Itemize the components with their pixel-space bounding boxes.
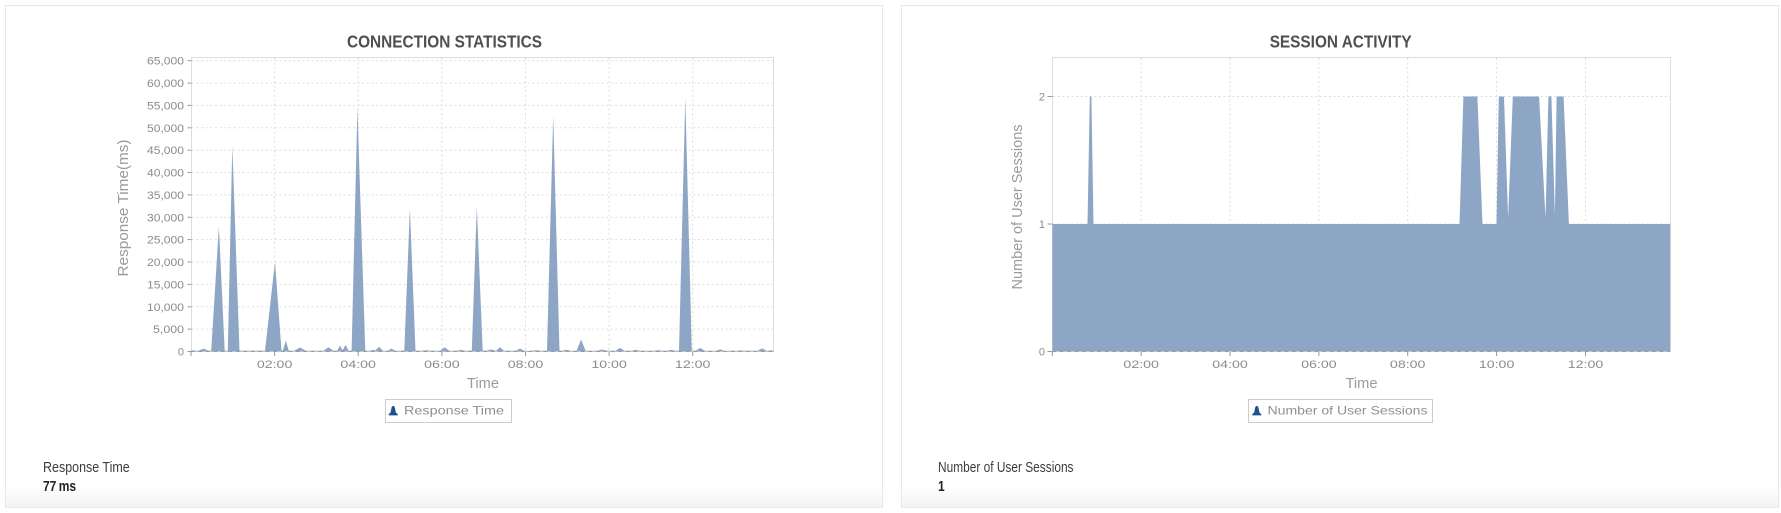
svg-text:04:00: 04:00	[1212, 359, 1248, 371]
svg-text:Number of User Sessions: Number of User Sessions	[1268, 404, 1428, 418]
svg-text:Response Time: Response Time	[404, 404, 504, 418]
svg-text:08:00: 08:00	[1390, 359, 1426, 371]
svg-text:5,000: 5,000	[153, 324, 184, 336]
svg-text:02:00: 02:00	[257, 359, 293, 371]
svg-text:12:00: 12:00	[1568, 359, 1604, 371]
svg-text:55,000: 55,000	[147, 100, 184, 112]
svg-text:45,000: 45,000	[147, 145, 184, 157]
svg-text:25,000: 25,000	[147, 235, 184, 247]
svg-text:Number of User Sessions: Number of User Sessions	[1010, 125, 1026, 290]
svg-text:12:00: 12:00	[675, 359, 711, 371]
svg-text:Response Time(ms): Response Time(ms)	[116, 140, 132, 277]
svg-text:2: 2	[1039, 92, 1045, 104]
svg-text:0: 0	[178, 347, 184, 359]
svg-text:06:00: 06:00	[1301, 359, 1337, 371]
svg-text:CONNECTION STATISTICS: CONNECTION STATISTICS	[347, 32, 542, 52]
svg-text:65,000: 65,000	[147, 56, 184, 68]
svg-text:30,000: 30,000	[147, 212, 184, 224]
svg-text:SESSION ACTIVITY: SESSION ACTIVITY	[1270, 32, 1412, 52]
svg-text:1: 1	[1039, 219, 1045, 231]
svg-text:04:00: 04:00	[340, 359, 376, 371]
svg-text:40,000: 40,000	[147, 168, 184, 180]
svg-text:10:00: 10:00	[1479, 359, 1515, 371]
svg-text:08:00: 08:00	[508, 359, 544, 371]
svg-text:15,000: 15,000	[147, 279, 184, 291]
svg-text:20,000: 20,000	[147, 257, 184, 269]
svg-text:60,000: 60,000	[147, 78, 184, 90]
svg-text:0: 0	[1039, 347, 1045, 359]
svg-text:10:00: 10:00	[591, 359, 627, 371]
svg-text:35,000: 35,000	[147, 190, 184, 202]
svg-text:10,000: 10,000	[147, 302, 184, 314]
svg-text:Time: Time	[1346, 376, 1378, 392]
svg-text:06:00: 06:00	[424, 359, 460, 371]
svg-text:Time: Time	[467, 376, 499, 392]
svg-text:50,000: 50,000	[147, 123, 184, 135]
svg-text:02:00: 02:00	[1123, 359, 1159, 371]
